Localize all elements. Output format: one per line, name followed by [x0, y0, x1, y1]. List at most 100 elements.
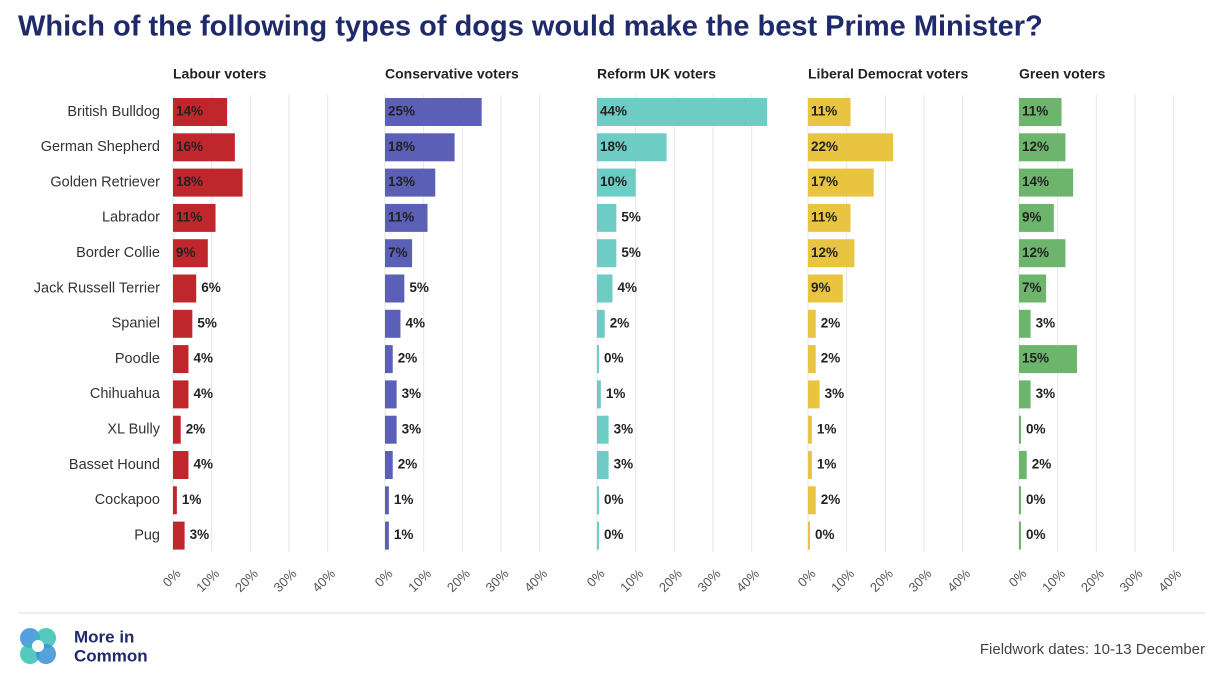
x-tick-label: 30%	[271, 566, 300, 595]
value-label: 4%	[193, 351, 213, 366]
value-label: 11%	[811, 104, 837, 119]
bar	[597, 345, 599, 374]
bar	[597, 133, 667, 162]
bar	[385, 98, 482, 126]
x-tick-label: 20%	[1078, 566, 1107, 595]
panel-title: Conservative voters	[385, 66, 519, 82]
value-label: 2%	[186, 421, 206, 436]
value-label: 0%	[1026, 492, 1046, 507]
category-label: Poodle	[115, 351, 160, 367]
bar	[1019, 521, 1021, 550]
value-label: 11%	[176, 209, 202, 224]
x-tick-label: 0%	[160, 566, 184, 590]
value-label: 9%	[176, 245, 196, 260]
value-label: 4%	[617, 280, 637, 295]
category-label: Basset Hound	[69, 457, 160, 473]
bar	[808, 380, 820, 409]
value-label: 7%	[388, 245, 408, 260]
bar	[385, 133, 455, 162]
x-tick-label: 20%	[867, 566, 896, 595]
value-label: 1%	[817, 457, 837, 472]
value-label: 14%	[176, 104, 203, 119]
bar	[385, 274, 405, 303]
value-label: 3%	[402, 386, 422, 401]
value-label: 16%	[176, 139, 203, 154]
bar	[173, 345, 189, 374]
value-label: 22%	[811, 139, 838, 154]
category-label: Chihuahua	[90, 386, 161, 402]
bar	[173, 98, 228, 126]
value-label: 3%	[402, 421, 422, 436]
bar	[597, 274, 613, 303]
x-tick-label: 30%	[1117, 566, 1146, 595]
bar	[1019, 486, 1021, 515]
value-label: 2%	[398, 457, 418, 472]
bar	[385, 521, 389, 550]
bar	[173, 521, 185, 550]
value-label: 3%	[190, 527, 210, 542]
value-label: 1%	[394, 527, 414, 542]
value-label: 11%	[811, 209, 837, 224]
bar	[808, 345, 816, 374]
bar	[385, 203, 428, 232]
category-label: Golden Retriever	[50, 174, 160, 190]
bar	[1019, 380, 1031, 409]
value-label: 4%	[193, 457, 213, 472]
bar	[173, 168, 243, 197]
x-tick-label: 40%	[944, 566, 973, 595]
value-label: 4%	[193, 386, 213, 401]
bar	[808, 239, 855, 268]
bar	[808, 486, 816, 515]
panel-title: Green voters	[1019, 66, 1106, 82]
footnote: Fieldwork dates: 10-13 December	[980, 641, 1205, 658]
bar	[597, 486, 599, 515]
value-label: 18%	[176, 174, 203, 189]
x-tick-label: 40%	[309, 566, 338, 595]
value-label: 10%	[600, 174, 627, 189]
bar	[1019, 168, 1074, 197]
bar	[1019, 309, 1031, 338]
category-label: Spaniel	[112, 316, 160, 332]
value-label: 3%	[614, 421, 634, 436]
value-label: 12%	[811, 245, 838, 260]
value-label: 5%	[621, 209, 641, 224]
value-label: 1%	[182, 492, 202, 507]
bar	[808, 415, 812, 444]
bar	[173, 486, 177, 515]
bar	[385, 415, 397, 444]
bar	[173, 415, 181, 444]
value-label: 0%	[815, 527, 835, 542]
category-label: British Bulldog	[67, 104, 160, 120]
bar	[597, 168, 636, 197]
bar	[385, 239, 413, 268]
bar	[1019, 239, 1066, 268]
bar	[1019, 451, 1027, 479]
value-label: 3%	[1036, 386, 1056, 401]
value-label: 3%	[614, 457, 634, 472]
x-tick-label: 10%	[405, 566, 434, 595]
value-label: 2%	[1032, 457, 1052, 472]
bar	[597, 203, 617, 232]
bar	[808, 98, 851, 126]
category-label: XL Bully	[107, 422, 160, 438]
logo-text: Common	[74, 646, 148, 665]
value-label: 7%	[1022, 280, 1042, 295]
category-label: Pug	[134, 527, 160, 543]
value-label: 0%	[1026, 527, 1046, 542]
bar	[808, 133, 894, 162]
x-tick-label: 10%	[1039, 566, 1068, 595]
category-label: Border Collie	[76, 245, 160, 261]
bar	[597, 451, 609, 479]
bar	[173, 239, 208, 268]
x-tick-label: 30%	[695, 566, 724, 595]
value-label: 0%	[604, 351, 624, 366]
x-tick-label: 40%	[521, 566, 550, 595]
value-label: 17%	[811, 174, 838, 189]
bar	[597, 239, 617, 268]
x-tick-label: 40%	[1155, 566, 1184, 595]
bar	[808, 521, 810, 550]
value-label: 0%	[604, 492, 624, 507]
value-label: 5%	[197, 315, 217, 330]
x-tick-label: 10%	[193, 566, 222, 595]
x-tick-label: 30%	[906, 566, 935, 595]
